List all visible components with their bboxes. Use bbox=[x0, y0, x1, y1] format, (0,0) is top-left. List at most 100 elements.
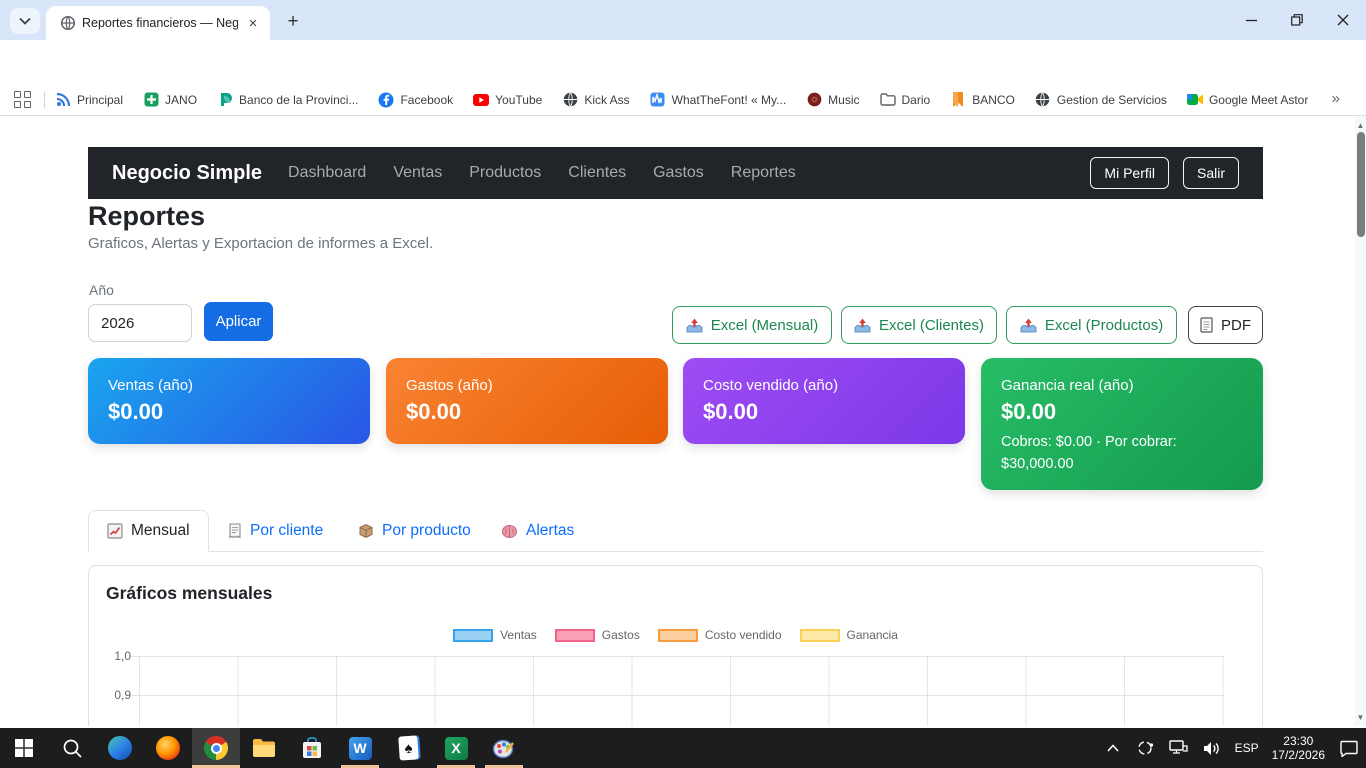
running-indicator bbox=[437, 765, 475, 768]
legend-gastos[interactable]: Gastos bbox=[554, 628, 640, 642]
year-label: Año bbox=[89, 282, 114, 298]
nav-clientes[interactable]: Clientes bbox=[568, 164, 627, 181]
bookmark-google-meet[interactable]: Google Meet Astor bbox=[1186, 92, 1308, 108]
profile-button[interactable]: Mi Perfil bbox=[1090, 157, 1169, 189]
export-excel-productos-button[interactable]: Excel (Productos) bbox=[1006, 306, 1177, 344]
bookmark-banco[interactable]: BANCO bbox=[950, 92, 1015, 108]
taskbar-solitaire[interactable]: ♠ bbox=[384, 728, 432, 768]
tab-search-button[interactable] bbox=[10, 8, 40, 34]
edge-icon bbox=[108, 736, 132, 760]
scrollbar-thumb[interactable] bbox=[1356, 132, 1365, 237]
tray-volume-icon[interactable] bbox=[1202, 738, 1222, 758]
nav-reportes[interactable]: Reportes bbox=[730, 164, 796, 181]
nav-gastos[interactable]: Gastos bbox=[653, 164, 704, 181]
bookmark-kick-ass[interactable]: Kick Ass bbox=[562, 92, 630, 108]
app-navbar: Negocio Simple Dashboard Ventas Producto… bbox=[88, 147, 1263, 199]
card-value: $0.00 bbox=[1001, 399, 1057, 424]
export-pdf-button[interactable]: PDF bbox=[1188, 306, 1263, 344]
windows-taskbar: W ♠ X ESP 23:30 17/2/2026 bbox=[0, 728, 1366, 768]
start-button[interactable] bbox=[0, 728, 48, 768]
bookmark-principal[interactable]: Principal bbox=[55, 92, 123, 108]
brand-negocio-simple[interactable]: Negocio Simple bbox=[112, 161, 263, 184]
tray-network-icon[interactable] bbox=[1169, 738, 1189, 758]
chart-plot-area bbox=[131, 656, 1224, 726]
card-value: $0.00 bbox=[703, 399, 759, 424]
taskbar-ms-store[interactable] bbox=[288, 728, 336, 768]
apps-grid-icon[interactable] bbox=[14, 90, 32, 109]
tray-capture-icon[interactable] bbox=[1136, 738, 1156, 758]
tab-por-cliente[interactable]: Por cliente bbox=[210, 510, 341, 552]
youtube-icon bbox=[473, 92, 490, 108]
legend-costo-vendido[interactable]: Costo vendido bbox=[657, 628, 782, 642]
outbox-tray-icon bbox=[686, 318, 703, 332]
running-indicator bbox=[341, 765, 379, 768]
web-page: Negocio Simple Dashboard Ventas Producto… bbox=[0, 116, 1366, 726]
legend-ventas[interactable]: Ventas bbox=[453, 628, 537, 642]
file-explorer-icon bbox=[253, 739, 275, 757]
rss-icon bbox=[55, 92, 71, 108]
bookmark-whatthefont[interactable]: WhatTheFont! « My... bbox=[650, 92, 786, 108]
action-center-icon[interactable] bbox=[1338, 738, 1360, 758]
tab-alertas[interactable]: Alertas bbox=[483, 510, 592, 552]
tray-language[interactable]: ESP bbox=[1234, 741, 1259, 755]
card-costo-vendido: Costo vendido (año) $0.00 bbox=[683, 358, 965, 444]
page-document-icon bbox=[1200, 317, 1213, 333]
window-close-button[interactable] bbox=[1320, 0, 1366, 40]
year-input[interactable] bbox=[88, 304, 192, 342]
nav-dashboard[interactable]: Dashboard bbox=[288, 164, 367, 181]
nav-productos[interactable]: Productos bbox=[469, 164, 542, 181]
music-disc-icon bbox=[806, 92, 822, 108]
tab-por-producto[interactable]: Por producto bbox=[340, 510, 489, 552]
legend-swatch bbox=[799, 628, 840, 642]
taskbar-edge[interactable] bbox=[96, 728, 144, 768]
export-excel-clientes-button[interactable]: Excel (Clientes) bbox=[841, 306, 997, 344]
window-minimize-button[interactable] bbox=[1228, 0, 1274, 40]
taskbar-word[interactable]: W bbox=[336, 728, 384, 768]
taskbar-firefox[interactable] bbox=[144, 728, 192, 768]
taskbar-search-button[interactable] bbox=[48, 728, 96, 768]
tray-clock[interactable]: 23:30 17/2/2026 bbox=[1272, 734, 1325, 762]
legend-swatch bbox=[657, 628, 698, 642]
bookmark-banco-provincia[interactable]: Banco de la Provinci... bbox=[217, 92, 358, 108]
tray-time: 23:30 bbox=[1283, 734, 1314, 748]
card-ventas: Ventas (año) $0.00 bbox=[88, 358, 370, 444]
section-title: Gráficos mensuales bbox=[106, 583, 273, 603]
apply-button[interactable]: Aplicar bbox=[204, 302, 273, 341]
running-indicator bbox=[485, 765, 523, 768]
globe-icon bbox=[1035, 92, 1051, 108]
tab-mensual[interactable]: Mensual bbox=[88, 510, 209, 552]
bookmark-facebook[interactable]: Facebook bbox=[378, 92, 453, 108]
tab-close-icon[interactable]: × bbox=[248, 14, 258, 32]
font-wave-icon bbox=[650, 92, 666, 108]
taskbar-file-explorer[interactable] bbox=[240, 728, 288, 768]
taskbar-chrome[interactable] bbox=[192, 728, 240, 768]
bookmark-dario-folder[interactable]: Dario bbox=[879, 92, 930, 108]
window-restore-button[interactable] bbox=[1274, 0, 1320, 40]
taskbar-paint[interactable] bbox=[480, 728, 528, 768]
new-tab-button[interactable]: + bbox=[287, 11, 299, 32]
bookmark-gestion-servicios[interactable]: Gestion de Servicios bbox=[1035, 92, 1167, 108]
bookmark-music[interactable]: Music bbox=[806, 92, 860, 108]
card-value: $0.00 bbox=[108, 399, 164, 424]
legend-swatch bbox=[554, 628, 595, 642]
taskbar-excel[interactable]: X bbox=[432, 728, 480, 768]
page-subtitle: Graficos, Alertas y Exportacion de infor… bbox=[88, 235, 434, 252]
bookmark-youtube[interactable]: YouTube bbox=[473, 92, 542, 108]
tray-chevron-up-icon[interactable] bbox=[1103, 738, 1123, 758]
logout-button[interactable]: Salir bbox=[1182, 157, 1239, 189]
solitaire-icon: ♠ bbox=[397, 735, 419, 761]
page-scrollbar[interactable]: ▲ ▼ bbox=[1355, 116, 1366, 726]
browser-tab[interactable]: Reportes financieros — Negoci × bbox=[46, 6, 270, 40]
excel-icon: X bbox=[444, 736, 468, 760]
scrollbar-down-arrow-icon[interactable]: ▼ bbox=[1356, 712, 1365, 722]
scrollbar-up-arrow-icon[interactable]: ▲ bbox=[1356, 120, 1365, 130]
bookmarks-overflow-chevron-icon[interactable]: » bbox=[1331, 90, 1340, 107]
gridline bbox=[131, 656, 1224, 657]
browser-toolbar: multiideasweb.com/negocio-simple/app/rep… bbox=[0, 40, 1366, 118]
export-excel-mensual-button[interactable]: Excel (Mensual) bbox=[672, 306, 832, 344]
bookmark-jano[interactable]: JANO bbox=[143, 92, 197, 108]
card-ganancia-real: Ganancia real (año) $0.00 Cobros: $0.00 … bbox=[981, 358, 1263, 490]
paint-icon bbox=[492, 739, 514, 759]
legend-ganancia[interactable]: Ganancia bbox=[799, 628, 898, 642]
nav-ventas[interactable]: Ventas bbox=[393, 164, 443, 181]
